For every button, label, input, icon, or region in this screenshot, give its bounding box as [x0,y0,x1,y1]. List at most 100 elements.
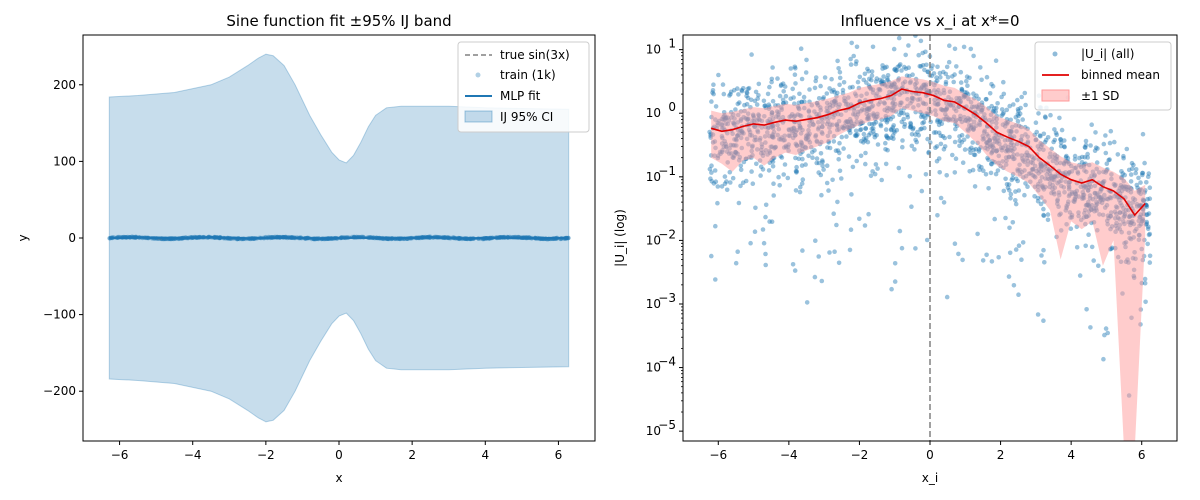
influence-point [1013,198,1018,203]
influence-point [800,156,805,162]
influence-point [1058,140,1064,145]
influence-point [1105,330,1110,336]
influence-point [745,95,751,101]
influence-point [799,181,805,186]
influence-point [854,158,859,164]
influence-point [875,166,880,171]
influence-point [1068,226,1074,231]
influence-point [977,167,982,173]
influence-point [848,62,854,67]
influence-point [804,57,809,63]
influence-point [861,131,867,137]
influence-point [758,173,763,178]
influence-point [821,167,826,172]
fit-lines-layer [109,236,569,240]
influence-point [891,123,896,128]
influence-point [781,89,786,94]
influence-point [763,103,768,108]
influence-point [885,147,890,153]
influence-point [746,85,752,91]
influence-point [849,192,854,197]
influence-point [820,163,825,168]
influence-point [1142,276,1148,282]
influence-point [971,147,976,153]
right-legend: |U_i| (all) binned mean ±1 SD [1034,41,1172,111]
influence-point [1107,157,1112,162]
influence-point [946,59,952,65]
influence-point [820,158,825,163]
influence-point [903,66,909,71]
influence-point [1062,144,1067,149]
left-x-ticks: −6 −4 −2 0 2 4 6 [111,441,562,462]
influence-point [1145,226,1151,232]
influence-point [1147,196,1153,201]
influence-point [857,74,863,80]
influence-point [900,138,905,143]
x-tick-label: 6 [1138,448,1146,462]
influence-point [1109,245,1115,251]
influence-point [970,140,975,145]
influence-point [980,258,986,263]
influence-point [735,249,740,254]
influence-point [853,132,859,138]
influence-point [800,177,806,182]
influence-point [925,136,930,142]
influence-point [905,114,911,120]
influence-point [1133,167,1139,172]
influence-point [972,184,978,189]
influence-point [878,122,883,127]
influence-point [877,77,883,83]
influence-point [933,145,938,150]
influence-point [944,294,950,300]
influence-point [907,73,912,79]
influence-point [804,300,810,305]
influence-point [863,161,868,167]
influence-point [975,231,980,237]
influence-point [827,250,832,255]
influence-point [993,58,999,63]
influence-point [908,124,914,130]
influence-point [835,90,840,96]
influence-point [939,121,945,127]
influence-point [1119,169,1124,174]
influence-point [767,219,772,224]
influence-point [1058,143,1064,149]
influence-point [710,88,716,93]
influence-point [952,72,957,77]
influence-point [1144,212,1149,218]
influence-point [902,121,908,127]
x-tick-label: −2 [257,448,275,462]
influence-point [829,76,834,82]
influence-point [792,72,798,77]
influence-point [800,248,805,253]
influence-point [1138,180,1143,185]
influence-point [826,188,831,193]
influence-point [831,87,836,93]
influence-point [904,73,910,78]
influence-point [897,228,903,234]
y-tick-label: 10 [646,361,661,375]
influence-point [953,126,958,132]
influence-point [871,121,877,126]
influence-point [792,64,798,70]
influence-point [709,99,714,104]
influence-point [855,132,860,137]
influence-point [738,167,744,173]
influence-point [1042,114,1048,119]
influence-point [1089,122,1094,127]
influence-point [1008,191,1014,197]
influence-point [919,112,925,117]
influence-point [935,213,940,218]
influence-point [1079,154,1085,160]
influence-point [828,18,833,23]
influence-point [922,115,928,121]
x-tick-label: 0 [926,448,934,462]
influence-point [777,93,783,99]
influence-point [835,199,840,205]
influence-point [1009,177,1015,183]
influence-point [1045,135,1051,140]
influence-point [1083,138,1089,144]
influence-point [744,93,749,99]
influence-point [744,101,750,107]
influence-point [762,103,767,109]
